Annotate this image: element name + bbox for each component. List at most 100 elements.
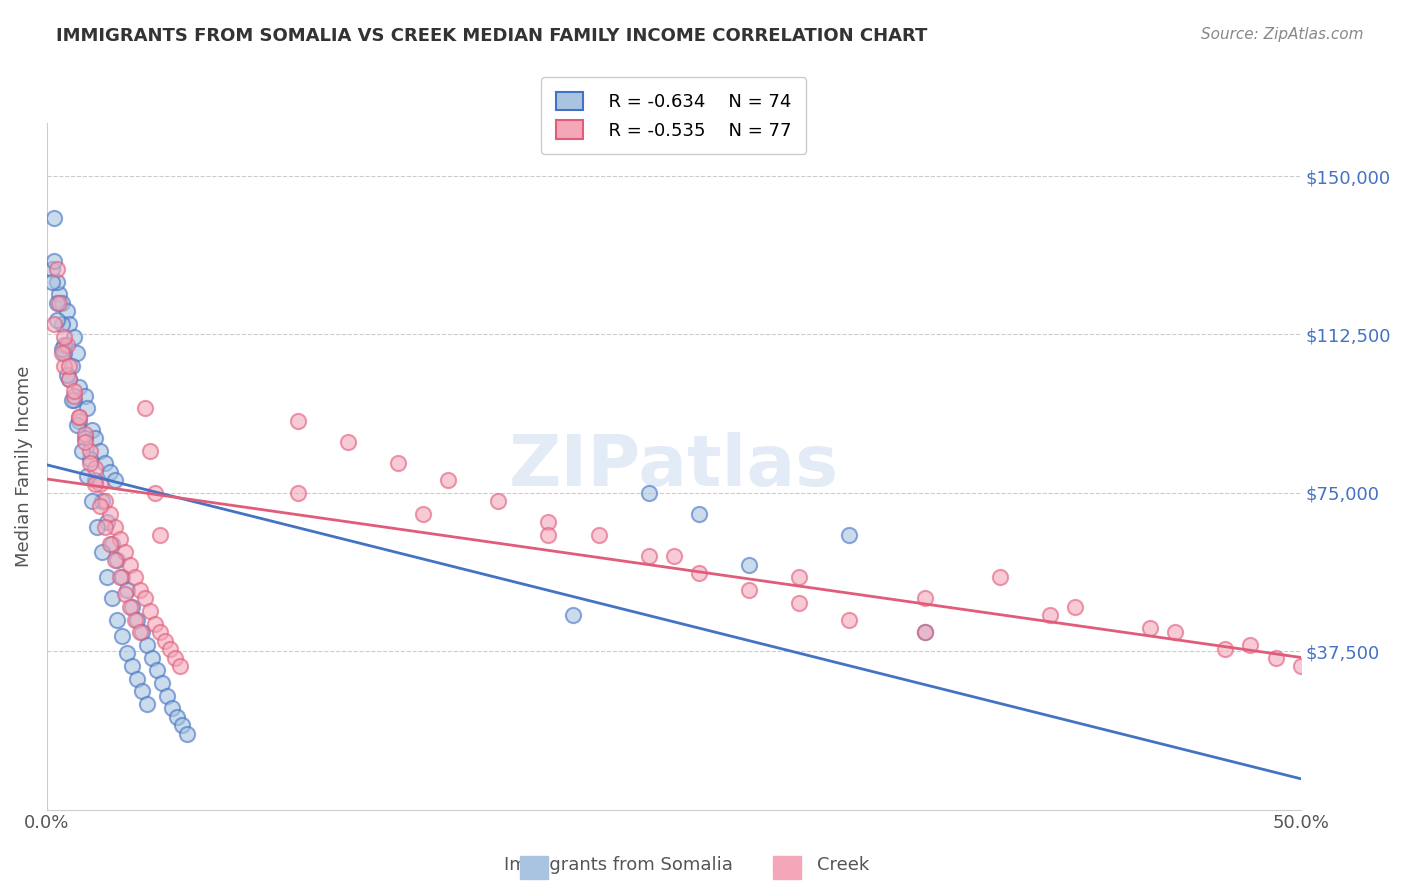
Point bbox=[98, 507, 121, 521]
Point bbox=[48, 287, 70, 301]
Point bbox=[166, 709, 188, 723]
Point bbox=[41, 275, 63, 289]
Point bbox=[56, 304, 79, 318]
Point bbox=[914, 591, 936, 606]
Point bbox=[143, 616, 166, 631]
Point bbox=[58, 372, 80, 386]
Point bbox=[1164, 625, 1187, 640]
Point bbox=[787, 570, 810, 584]
Point bbox=[688, 507, 710, 521]
Text: Source: ZipAtlas.com: Source: ZipAtlas.com bbox=[1201, 27, 1364, 42]
Point bbox=[127, 613, 149, 627]
Point bbox=[138, 604, 160, 618]
Point bbox=[136, 697, 159, 711]
Point bbox=[437, 473, 460, 487]
Point bbox=[162, 701, 184, 715]
Point bbox=[124, 570, 146, 584]
Point bbox=[45, 275, 67, 289]
Point bbox=[60, 359, 83, 373]
Point bbox=[105, 553, 128, 567]
Point bbox=[76, 401, 98, 416]
Point bbox=[838, 528, 860, 542]
Text: Immigrants from Somalia: Immigrants from Somalia bbox=[505, 856, 733, 874]
Point bbox=[98, 465, 121, 479]
Point bbox=[96, 516, 118, 530]
Text: ZIPatlas: ZIPatlas bbox=[509, 432, 839, 501]
Point bbox=[149, 625, 172, 640]
Point bbox=[136, 638, 159, 652]
Point bbox=[104, 473, 127, 487]
Point bbox=[163, 650, 186, 665]
Point bbox=[51, 343, 73, 357]
Point bbox=[287, 486, 309, 500]
Point bbox=[156, 689, 179, 703]
Point bbox=[73, 426, 96, 441]
Point bbox=[69, 380, 91, 394]
Point bbox=[1139, 621, 1161, 635]
Point bbox=[66, 418, 89, 433]
Point bbox=[53, 359, 76, 373]
Point bbox=[58, 359, 80, 373]
Point bbox=[176, 726, 198, 740]
Point bbox=[93, 456, 115, 470]
Point bbox=[537, 528, 560, 542]
Point bbox=[104, 519, 127, 533]
Point bbox=[101, 536, 124, 550]
Point bbox=[115, 582, 138, 597]
Point bbox=[1289, 659, 1312, 673]
Point bbox=[80, 494, 103, 508]
Point bbox=[141, 650, 163, 665]
Point bbox=[159, 642, 181, 657]
Point bbox=[63, 384, 86, 399]
Point bbox=[114, 587, 136, 601]
Point bbox=[412, 507, 434, 521]
Point bbox=[73, 431, 96, 445]
Point bbox=[637, 549, 659, 564]
Text: IMMIGRANTS FROM SOMALIA VS CREEK MEDIAN FAMILY INCOME CORRELATION CHART: IMMIGRANTS FROM SOMALIA VS CREEK MEDIAN … bbox=[56, 27, 928, 45]
Point bbox=[104, 553, 127, 567]
Point bbox=[45, 262, 67, 277]
Point bbox=[124, 613, 146, 627]
Point bbox=[51, 346, 73, 360]
Point bbox=[153, 633, 176, 648]
Point bbox=[53, 338, 76, 352]
Point bbox=[738, 582, 761, 597]
Point bbox=[143, 486, 166, 500]
Point bbox=[108, 533, 131, 547]
Point bbox=[172, 718, 194, 732]
Point bbox=[70, 443, 93, 458]
Point bbox=[128, 582, 150, 597]
Point bbox=[1215, 642, 1237, 657]
Point bbox=[149, 528, 172, 542]
Point bbox=[387, 456, 409, 470]
Point bbox=[89, 443, 111, 458]
Point bbox=[51, 295, 73, 310]
Point bbox=[73, 389, 96, 403]
Point bbox=[1039, 608, 1062, 623]
Point bbox=[914, 625, 936, 640]
Point bbox=[53, 346, 76, 360]
Point bbox=[838, 613, 860, 627]
Point bbox=[79, 443, 101, 458]
Point bbox=[98, 536, 121, 550]
Point bbox=[76, 469, 98, 483]
Point bbox=[169, 659, 191, 673]
Point bbox=[58, 317, 80, 331]
Point bbox=[83, 473, 105, 487]
Point bbox=[1064, 599, 1087, 614]
Point bbox=[562, 608, 585, 623]
Point bbox=[80, 423, 103, 437]
Point bbox=[138, 443, 160, 458]
Point bbox=[83, 431, 105, 445]
Point bbox=[91, 494, 114, 508]
Point bbox=[83, 477, 105, 491]
Point bbox=[101, 591, 124, 606]
Point bbox=[1264, 650, 1286, 665]
Y-axis label: Median Family Income: Median Family Income bbox=[15, 366, 32, 567]
Point bbox=[58, 372, 80, 386]
Point bbox=[111, 629, 134, 643]
Point bbox=[336, 435, 359, 450]
Point bbox=[128, 625, 150, 640]
Point bbox=[118, 599, 141, 614]
Point bbox=[131, 625, 153, 640]
